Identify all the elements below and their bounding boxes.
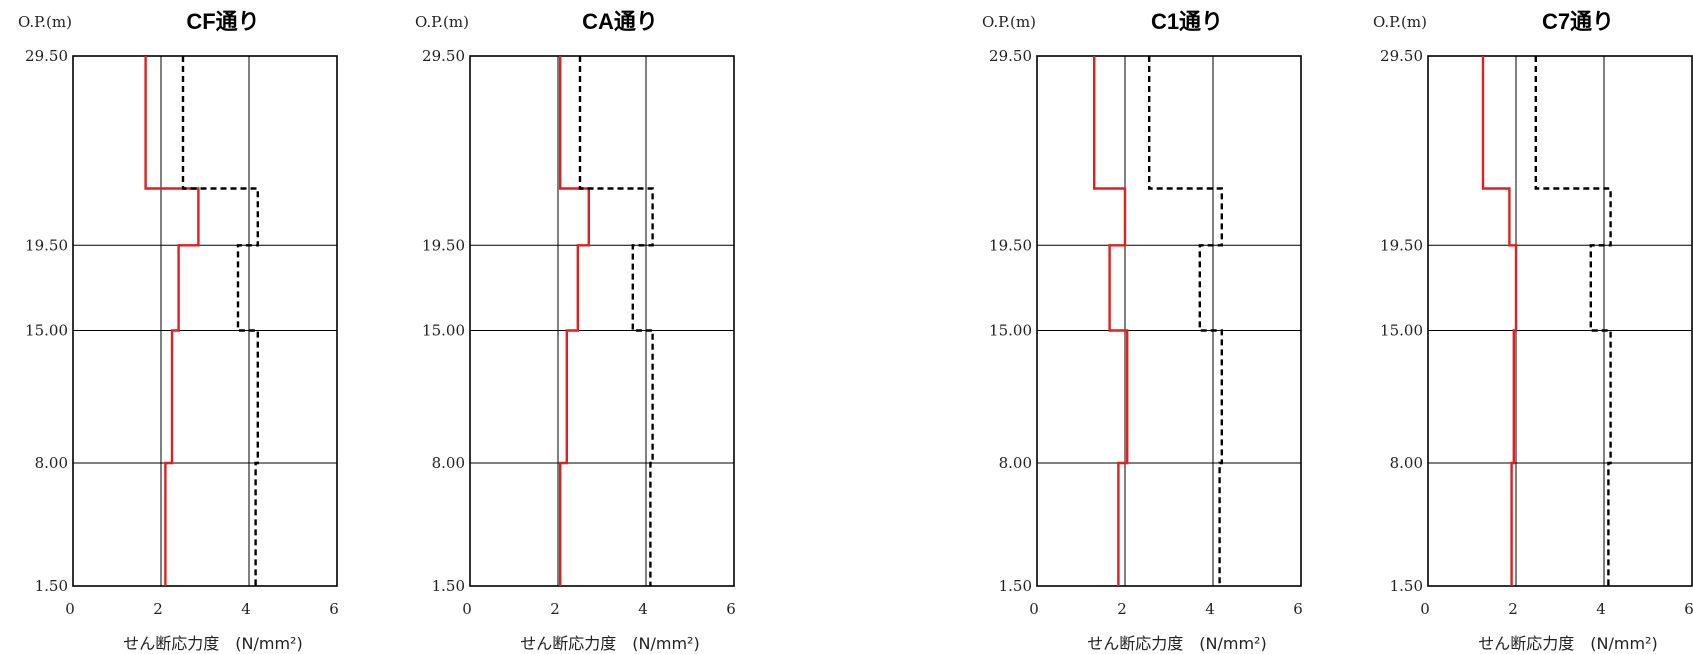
y-tick-label: 15.00 <box>25 321 68 339</box>
chart-panel-3: C7通り O.P.(m) 29.50 19.50 15.00 8.00 1.50 0 2 4 6 せん… <box>1373 9 1693 653</box>
x-tick-label: 2 <box>153 600 163 618</box>
plot-frame <box>72 55 338 587</box>
y-tick-label: 29.50 <box>422 47 465 65</box>
y-tick-label: 19.50 <box>989 236 1032 254</box>
x-tick-label: 0 <box>1420 600 1430 618</box>
series-line-dashed <box>578 56 654 586</box>
x-tick-label: 2 <box>1508 600 1518 618</box>
y-tick-label: 8.00 <box>1390 454 1423 472</box>
chart-title: C7通り <box>1542 9 1614 34</box>
chart-panel-2: C1通り O.P.(m) 29.50 19.50 15.00 8.00 1.50 0 2 4 6 せん… <box>982 9 1303 653</box>
x-axis-label: せん断応力度 (N/mm²) <box>1478 634 1657 653</box>
y-tick-label: 29.50 <box>989 47 1032 65</box>
x-tick-label: 6 <box>1684 600 1693 618</box>
series-line-solid <box>1093 56 1129 586</box>
y-tick-label: 1.50 <box>35 577 68 595</box>
plot-frame <box>1427 55 1693 587</box>
y-tick-label: 15.00 <box>422 321 465 339</box>
y-tick-label: 8.00 <box>35 454 68 472</box>
x-axis-label: せん断応力度 (N/mm²) <box>1087 634 1266 653</box>
series-line-dashed <box>181 56 259 586</box>
y-tick-label: 19.50 <box>422 236 465 254</box>
chart-panel-1: CA通り O.P.(m) 29.50 19.50 15.00 8.00 1.50 0 2 4 6 せん… <box>415 9 736 653</box>
x-tick-label: 2 <box>550 600 560 618</box>
y-tick-label: 15.00 <box>989 321 1032 339</box>
y-tick-label: 19.50 <box>1380 236 1423 254</box>
y-unit-label: O.P.(m) <box>982 13 1036 31</box>
plot-frame <box>469 55 735 587</box>
x-tick-label: 6 <box>329 600 339 618</box>
y-tick-label: 19.50 <box>25 236 68 254</box>
plot-frame <box>1036 55 1302 587</box>
x-tick-label: 0 <box>1029 600 1039 618</box>
series-line-solid <box>559 56 590 586</box>
x-tick-label: 2 <box>1117 600 1127 618</box>
y-tick-label: 8.00 <box>999 454 1032 472</box>
chart-title: C1通り <box>1151 9 1223 34</box>
y-tick-label: 1.50 <box>1390 577 1423 595</box>
series-line-dashed <box>1534 56 1612 586</box>
chart-title: CF通り <box>186 9 259 34</box>
x-tick-label: 0 <box>65 600 75 618</box>
y-tick-label: 1.50 <box>999 577 1032 595</box>
x-tick-label: 6 <box>726 600 736 618</box>
y-unit-label: O.P.(m) <box>415 13 469 31</box>
series-line-solid <box>144 56 200 586</box>
x-tick-label: 4 <box>638 600 648 618</box>
series-line-dashed <box>1148 56 1223 586</box>
x-tick-label: 4 <box>1596 600 1606 618</box>
chart-title: CA通り <box>582 9 658 34</box>
y-tick-label: 29.50 <box>25 47 68 65</box>
chart-panel-0: CF通り O.P.(m) 29.50 19.50 15.00 8.00 1.50 0 2 4 6 せん… <box>18 9 339 653</box>
x-axis-label: せん断応力度 (N/mm²) <box>520 634 699 653</box>
y-tick-label: 8.00 <box>432 454 465 472</box>
x-axis-label: せん断応力度 (N/mm²) <box>123 634 302 653</box>
x-tick-label: 0 <box>462 600 472 618</box>
x-tick-label: 6 <box>1293 600 1303 618</box>
x-tick-label: 4 <box>241 600 251 618</box>
series-line-solid <box>1481 56 1518 586</box>
y-tick-label: 29.50 <box>1380 47 1423 65</box>
y-unit-label: O.P.(m) <box>1373 13 1427 31</box>
y-tick-label: 1.50 <box>432 577 465 595</box>
y-tick-label: 15.00 <box>1380 321 1423 339</box>
x-tick-label: 4 <box>1205 600 1215 618</box>
y-unit-label: O.P.(m) <box>18 13 72 31</box>
